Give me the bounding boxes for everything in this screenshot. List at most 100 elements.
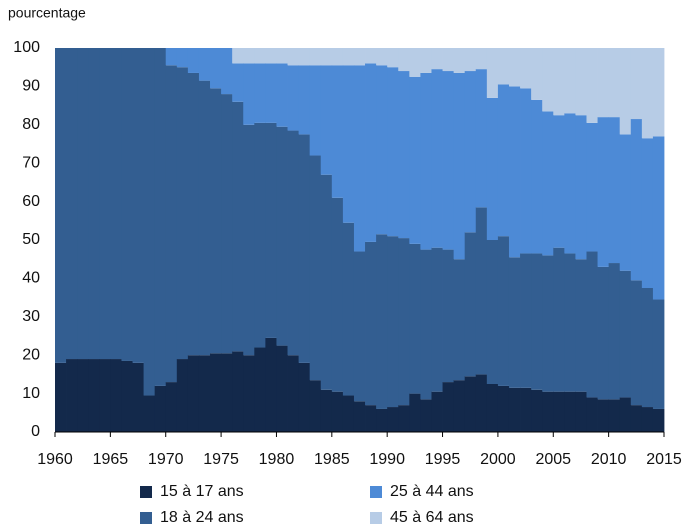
area-step	[497, 48, 510, 85]
area-step	[309, 380, 322, 432]
area-step	[508, 86, 521, 258]
area-step	[520, 88, 532, 254]
area-step	[298, 65, 311, 135]
area-step	[564, 113, 576, 254]
area-step	[298, 48, 311, 66]
area-step	[342, 65, 355, 223]
area-step	[365, 63, 377, 242]
area-step	[88, 359, 100, 432]
x-tick-label: 2010	[591, 451, 627, 468]
area-step	[243, 48, 255, 64]
area-step	[597, 48, 610, 118]
area-step	[630, 280, 643, 406]
x-tick-label: 2000	[480, 451, 516, 468]
area-step	[475, 374, 488, 432]
area-step	[486, 48, 499, 98]
area-step	[221, 94, 233, 354]
y-tick-label: 20	[22, 346, 40, 363]
y-tick-label: 90	[22, 78, 40, 95]
area-step	[221, 353, 233, 432]
x-tick-label: 1970	[148, 451, 184, 468]
area-step	[464, 376, 477, 432]
area-step	[298, 362, 311, 432]
area-step	[630, 48, 643, 120]
area-step	[254, 63, 266, 123]
area-step	[608, 399, 621, 432]
x-tick-label: 1965	[93, 451, 129, 468]
area-step	[232, 101, 244, 352]
area-step	[287, 48, 299, 66]
area-step	[586, 397, 598, 432]
area-step	[641, 288, 654, 408]
area-step	[475, 207, 488, 375]
area-step	[420, 72, 432, 250]
area-step	[575, 48, 587, 116]
legend-label: 18 à 24 ans	[160, 509, 244, 526]
area-step	[365, 405, 377, 432]
area-step	[353, 48, 366, 66]
area-step	[187, 72, 200, 356]
area-step	[409, 393, 421, 432]
area-step	[232, 351, 244, 432]
area-step	[475, 48, 488, 70]
area-step	[132, 48, 144, 363]
area-step	[652, 136, 665, 300]
area-step	[453, 48, 466, 73]
y-tick-label: 50	[22, 231, 40, 248]
area-step	[77, 48, 89, 360]
area-step	[165, 382, 178, 432]
area-step	[597, 266, 610, 400]
area-step	[542, 255, 554, 392]
area-step	[652, 408, 665, 432]
area-step	[486, 240, 499, 384]
area-step	[453, 380, 466, 432]
area-step	[497, 84, 510, 237]
area-step	[77, 359, 89, 432]
x-tick-label: 1975	[203, 451, 239, 468]
area-step	[165, 65, 178, 383]
x-tick-label: 1980	[259, 451, 295, 468]
y-tick-label: 80	[22, 116, 40, 133]
area-step	[342, 48, 355, 66]
area-step	[254, 347, 266, 432]
area-step	[320, 65, 333, 175]
area-step	[398, 48, 410, 72]
area-step	[287, 130, 299, 356]
area-step	[542, 111, 554, 256]
area-step	[198, 48, 211, 81]
y-tick-label: 40	[22, 270, 40, 287]
area-step	[520, 253, 532, 388]
area-step	[243, 63, 255, 125]
area-step	[353, 65, 366, 252]
area-step	[619, 397, 632, 432]
area-step	[287, 355, 299, 432]
area-step	[442, 382, 455, 432]
legend-label: 25 à 44 ans	[390, 483, 474, 500]
y-tick-label: 30	[22, 308, 40, 325]
area-step	[376, 48, 388, 66]
y-tick-label: 0	[31, 423, 40, 440]
area-step	[431, 69, 443, 248]
area-step	[497, 236, 510, 386]
area-step	[320, 174, 333, 390]
x-tick-label: 1960	[37, 451, 73, 468]
legend-swatch	[140, 512, 152, 524]
area-step	[608, 117, 621, 264]
area-step	[99, 359, 111, 432]
area-step	[630, 119, 643, 281]
area-step	[553, 391, 565, 432]
area-step	[520, 48, 532, 89]
area-step	[243, 355, 255, 432]
area-step	[276, 48, 288, 64]
area-step	[387, 236, 399, 408]
area-step	[176, 67, 189, 360]
area-step	[564, 253, 576, 392]
area-step	[597, 117, 610, 267]
area-step	[353, 251, 366, 402]
area-step	[486, 384, 499, 432]
area-step	[619, 270, 632, 398]
area-step	[88, 48, 100, 360]
area-step	[376, 408, 388, 432]
area-step	[243, 124, 255, 356]
